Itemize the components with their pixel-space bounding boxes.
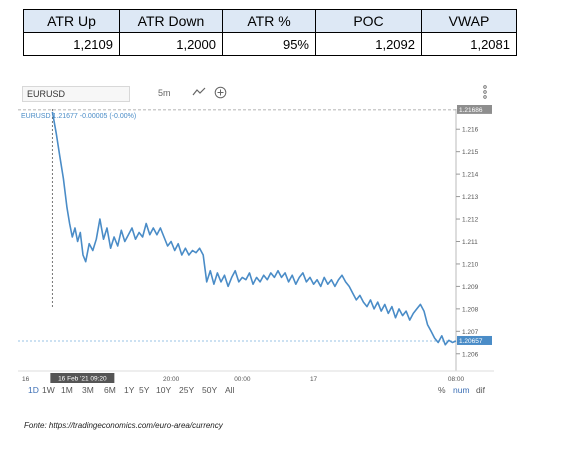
header-atr-pct: ATR % xyxy=(222,9,316,33)
range-button-25y[interactable]: 25Y xyxy=(179,385,195,395)
last-price-label: 1.20657 xyxy=(459,338,483,345)
scale-button-num[interactable]: num xyxy=(453,385,470,395)
crosshair-time-badge xyxy=(50,373,115,383)
x-tick-label: 20:00 xyxy=(163,376,180,383)
value-vwap: 1,2081 xyxy=(421,32,517,56)
plus-circle-icon[interactable] xyxy=(214,86,227,101)
y-tick-label: 1.209 xyxy=(462,284,479,291)
y-tick-label: 1.206 xyxy=(462,351,479,358)
price-series-line xyxy=(51,111,457,346)
chart-toolbar: EURUSD 5m xyxy=(18,83,494,105)
atr-values-row: 1,2109 1,2000 95% 1,2092 1,2081 xyxy=(23,32,517,56)
chart-widget: EURUSD 5m 1.216 1.215 1.214 1.213 1.212 1.211… xyxy=(18,83,494,401)
chart-legend: EURUSD 1.21677 -0.00005 (-0.00%) xyxy=(21,113,136,120)
header-atr-up: ATR Up xyxy=(23,9,120,33)
vertical-dots-icon[interactable] xyxy=(482,85,488,99)
range-button-1y[interactable]: 1Y xyxy=(124,385,135,395)
scale-button-dif[interactable]: dif xyxy=(476,385,485,395)
header-atr-down: ATR Down xyxy=(119,9,223,33)
symbol-search-input[interactable]: EURUSD xyxy=(22,86,130,102)
price-chart[interactable]: 1.216 1.215 1.214 1.213 1.212 1.211 1.210 1.209… xyxy=(18,105,494,385)
y-tick-label: 1.215 xyxy=(462,149,479,156)
top-price-label: 1.21686 xyxy=(459,107,483,114)
y-tick-label: 1.213 xyxy=(462,194,479,201)
y-tick-label: 1.208 xyxy=(462,306,479,313)
x-tick-label: 00:00 xyxy=(234,376,251,383)
y-tick-label: 1.214 xyxy=(462,172,479,179)
range-button-1w[interactable]: 1W xyxy=(42,385,55,395)
top-price-badge xyxy=(457,105,492,114)
y-tick-label: 1.207 xyxy=(462,329,479,336)
last-price-badge xyxy=(457,335,492,345)
range-button-3m[interactable]: 3M xyxy=(82,385,94,395)
range-button-10y[interactable]: 10Y xyxy=(156,385,172,395)
atr-header-row: ATR Up ATR Down ATR % POC VWAP xyxy=(23,9,517,33)
atr-table: ATR Up ATR Down ATR % POC VWAP 1,2109 1,… xyxy=(23,9,517,56)
y-tick-label: 1.216 xyxy=(462,127,479,134)
header-poc: POC xyxy=(315,9,422,33)
value-atr-pct: 95% xyxy=(222,32,316,56)
header-vwap: VWAP xyxy=(421,9,517,33)
source-caption: Fonte: https://tradingeconomics.com/euro… xyxy=(24,421,223,430)
value-atr-up: 1,2109 xyxy=(23,32,120,56)
range-button-all[interactable]: All xyxy=(225,385,235,395)
range-button-1m[interactable]: 1M xyxy=(61,385,73,395)
range-button-5y[interactable]: 5Y xyxy=(139,385,150,395)
x-tick-label: 08:00 xyxy=(448,376,465,383)
value-atr-down: 1,2000 xyxy=(119,32,223,56)
y-tick-label: 1.210 xyxy=(462,261,479,268)
line-chart-icon[interactable] xyxy=(192,86,206,100)
range-selector: 1D 1W 1M 3M 6M 1Y 5Y 10Y 25Y 50Y All% num dif xyxy=(28,385,488,399)
x-tick-label: 16 xyxy=(22,376,30,383)
range-button-50y[interactable]: 50Y xyxy=(202,385,218,395)
range-button-6m[interactable]: 6M xyxy=(104,385,116,395)
crosshair-time-label: 16 Feb '21 09:20 xyxy=(58,376,107,383)
y-tick-label: 1.212 xyxy=(462,217,479,224)
x-tick-label: 17 xyxy=(310,376,318,383)
scale-button-percent[interactable]: % xyxy=(438,385,446,395)
interval-selector[interactable]: 5m xyxy=(158,88,171,98)
value-poc: 1,2092 xyxy=(315,32,422,56)
y-tick-label: 1.211 xyxy=(462,239,478,246)
range-button-1d[interactable]: 1D xyxy=(28,385,39,395)
